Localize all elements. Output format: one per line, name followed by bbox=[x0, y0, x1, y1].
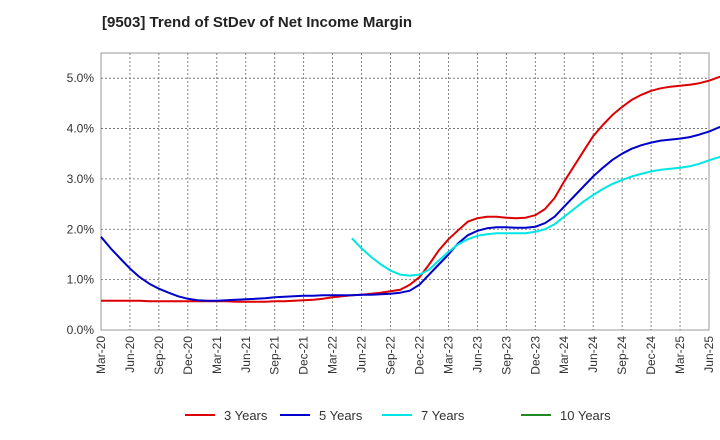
x-tick-label: Dec-21 bbox=[297, 336, 311, 375]
legend-label-10-years: 10 Years bbox=[560, 408, 611, 423]
x-axis-ticks: Mar-20 Jun-20 Sep-20 Dec-20 Mar-21 Jun-21 Sep-… bbox=[94, 336, 716, 375]
y-tick-label: 0.0% bbox=[67, 323, 95, 337]
x-tick-label: Mar-22 bbox=[326, 336, 340, 374]
x-tick-label: Dec-22 bbox=[412, 336, 426, 375]
x-tick-label: Mar-25 bbox=[673, 336, 687, 374]
x-tick-label: Mar-24 bbox=[557, 336, 571, 374]
legend: 3 Years 5 Years 7 Years 10 Years bbox=[185, 408, 611, 423]
y-tick-label: 3.0% bbox=[67, 172, 95, 186]
y-tick-label: 1.0% bbox=[67, 273, 95, 287]
x-tick-label: Dec-23 bbox=[528, 336, 542, 375]
x-tick-label: Jun-20 bbox=[123, 336, 137, 373]
grid-lines bbox=[101, 53, 709, 330]
x-tick-label: Jun-24 bbox=[586, 336, 600, 373]
x-tick-label: Sep-23 bbox=[499, 336, 513, 375]
x-tick-label: Jun-22 bbox=[355, 336, 369, 373]
y-tick-label: 2.0% bbox=[67, 222, 95, 236]
plot-area bbox=[100, 52, 710, 331]
y-axis-ticks: 0.0% 1.0% 2.0% 3.0% 4.0% 5.0% bbox=[67, 71, 95, 337]
x-tick-label: Sep-21 bbox=[268, 336, 282, 375]
y-tick-label: 5.0% bbox=[67, 71, 95, 85]
x-tick-label: Jun-21 bbox=[239, 336, 253, 373]
legend-label-5-years: 5 Years bbox=[319, 408, 363, 423]
y-tick-label: 4.0% bbox=[67, 122, 95, 136]
x-tick-label: Jun-25 bbox=[702, 336, 716, 373]
legend-label-7-years: 7 Years bbox=[421, 408, 465, 423]
x-tick-label: Mar-20 bbox=[94, 336, 108, 374]
x-tick-label: Dec-24 bbox=[644, 336, 658, 375]
series-line-7-years bbox=[351, 155, 720, 277]
series-line-5-years bbox=[100, 126, 720, 302]
x-tick-label: Sep-24 bbox=[615, 336, 629, 375]
legend-label-3-years: 3 Years bbox=[224, 408, 268, 423]
x-tick-label: Mar-21 bbox=[210, 336, 224, 374]
x-tick-label: Jun-23 bbox=[470, 336, 484, 373]
x-tick-label: Sep-22 bbox=[384, 336, 398, 375]
x-tick-label: Mar-23 bbox=[441, 336, 455, 374]
x-tick-label: Sep-20 bbox=[152, 336, 166, 375]
series-lines bbox=[100, 75, 720, 303]
chart-title: [9503] Trend of StDev of Net Income Marg… bbox=[102, 14, 413, 31]
x-tick-label: Dec-20 bbox=[181, 336, 195, 375]
